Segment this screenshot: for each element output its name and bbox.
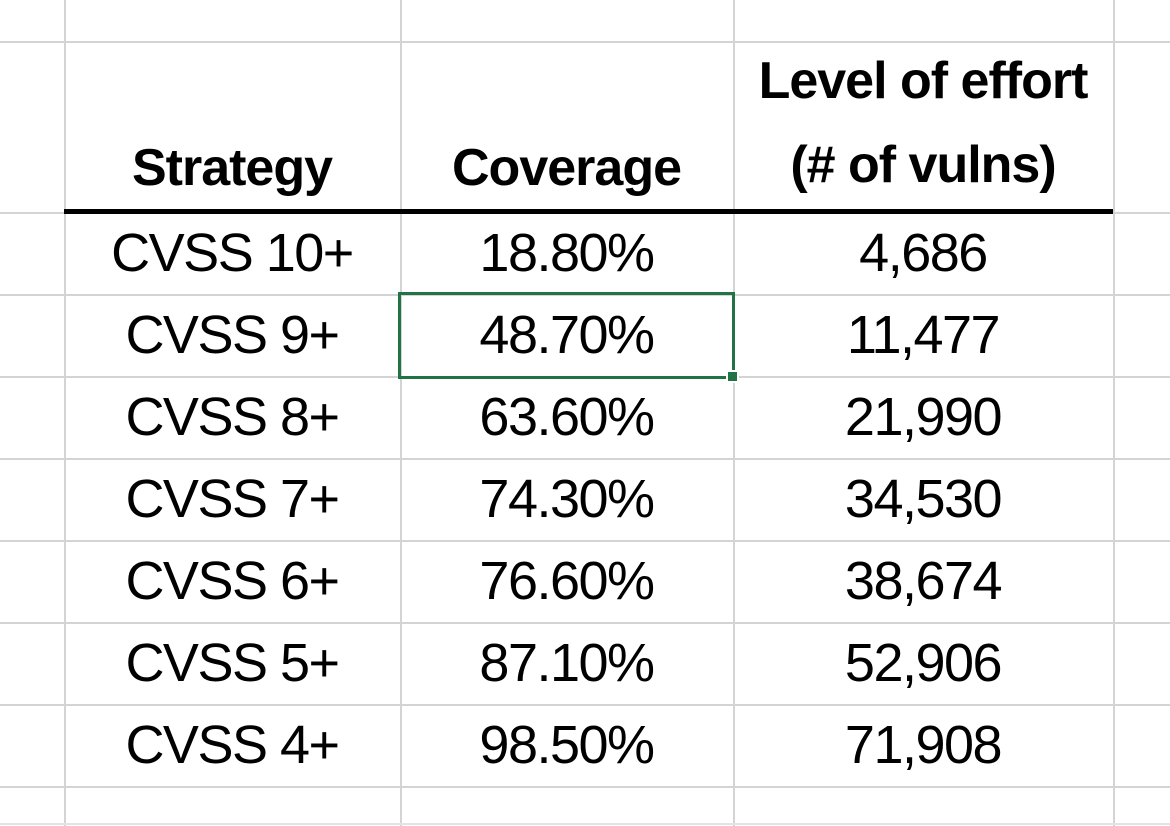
cell-effort[interactable]: 52,906 <box>844 633 1003 694</box>
cell-coverage[interactable]: 76.60% <box>479 551 655 612</box>
cell-coverage[interactable]: 98.50% <box>479 715 655 776</box>
cell-coverage[interactable]: 18.80% <box>479 223 655 284</box>
column-header-coverage[interactable]: Coverage <box>452 138 682 197</box>
cell-strategy[interactable]: CVSS 8+ <box>125 387 340 448</box>
gridline-horizontal <box>0 41 1170 43</box>
header-line-1: Level of effort <box>758 52 1089 110</box>
gridline-horizontal <box>0 540 1170 542</box>
gridline-horizontal <box>0 704 1170 706</box>
header-line-2: (# of vulns) <box>790 136 1056 194</box>
cell-coverage[interactable]: 87.10% <box>479 633 655 694</box>
header-underline <box>64 209 1113 214</box>
cell-effort[interactable]: 34,530 <box>844 469 1003 530</box>
cell-strategy[interactable]: CVSS 4+ <box>125 715 340 776</box>
cell-strategy[interactable]: CVSS 5+ <box>125 633 340 694</box>
cell-effort[interactable]: 38,674 <box>844 551 1003 612</box>
gridline-horizontal <box>0 622 1170 624</box>
gridline-horizontal <box>0 823 1170 825</box>
cell-coverage-selected[interactable]: 48.70% <box>479 305 655 366</box>
cell-strategy[interactable]: CVSS 9+ <box>125 305 340 366</box>
cell-coverage[interactable]: 63.60% <box>479 387 655 448</box>
gridline-vertical <box>64 0 66 826</box>
cell-coverage[interactable]: 74.30% <box>479 469 655 530</box>
cell-strategy[interactable]: CVSS 10+ <box>111 223 354 284</box>
cell-effort[interactable]: 11,477 <box>846 305 1001 366</box>
gridline-horizontal <box>0 294 1170 296</box>
gridline-vertical <box>1113 0 1115 826</box>
cell-effort[interactable]: 71,908 <box>844 715 1003 776</box>
column-header-level-of-effort[interactable]: Level of effort (# of vulns) <box>733 41 1113 209</box>
column-header-strategy[interactable]: Strategy <box>131 138 333 197</box>
cell-effort[interactable]: 21,990 <box>844 387 1003 448</box>
fill-handle[interactable] <box>726 370 739 383</box>
gridline-horizontal <box>0 458 1170 460</box>
cell-effort[interactable]: 4,686 <box>859 223 988 284</box>
gridline-vertical <box>400 0 402 826</box>
cell-strategy[interactable]: CVSS 6+ <box>125 551 340 612</box>
gridline-vertical <box>733 0 735 826</box>
gridline-horizontal <box>0 786 1170 788</box>
cell-strategy[interactable]: CVSS 7+ <box>125 469 340 530</box>
